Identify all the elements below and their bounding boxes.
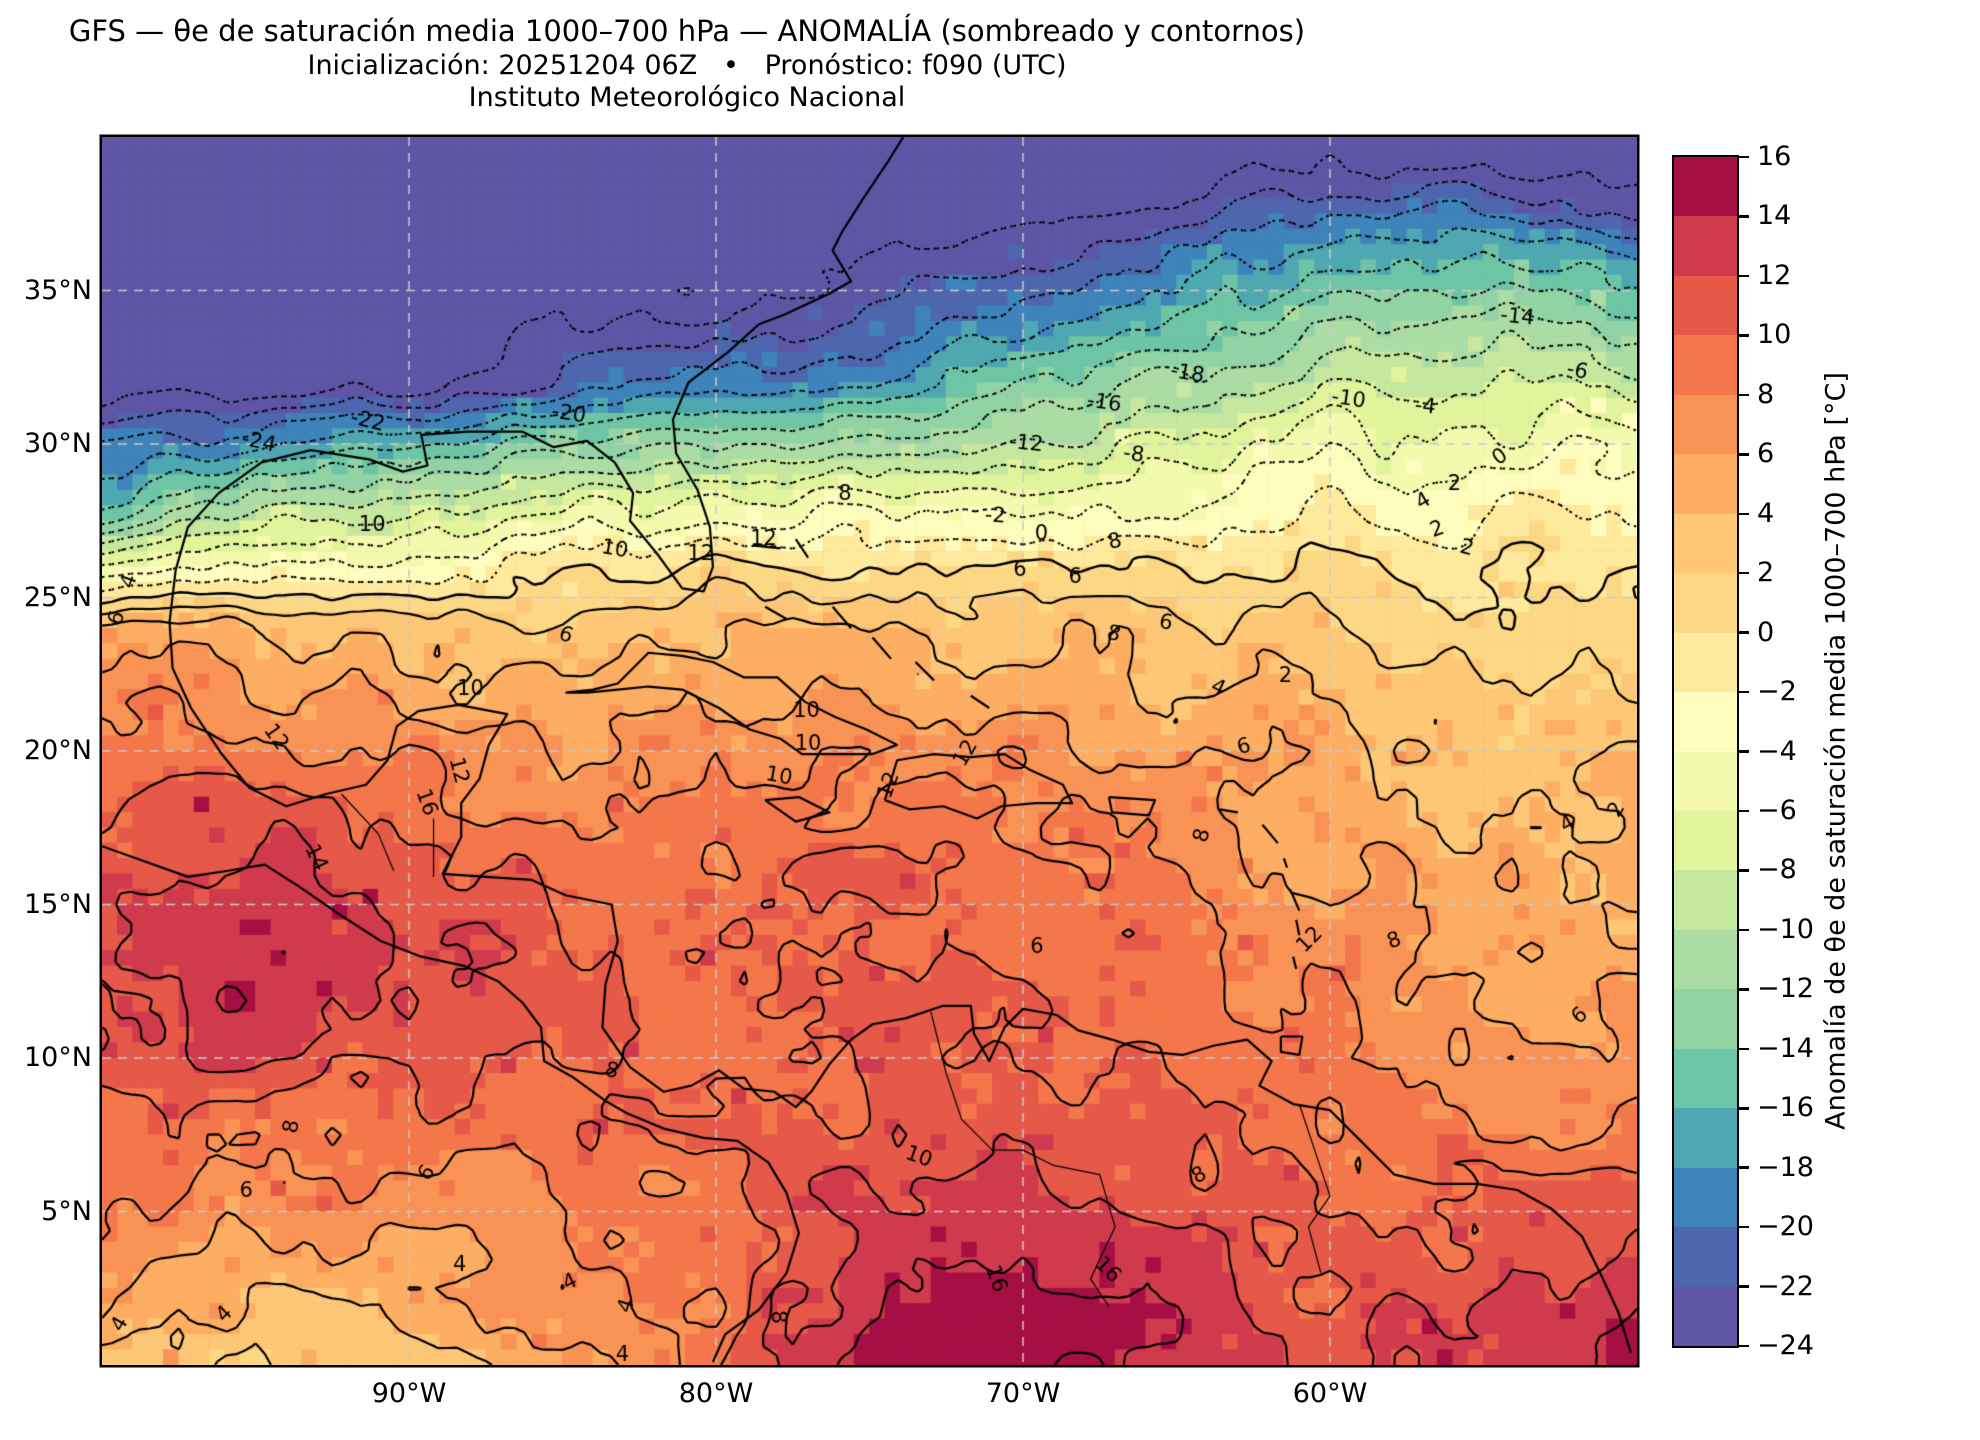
colorbar-tick-mark <box>1737 809 1749 813</box>
colorbar-tick-label--6: −6 <box>1757 794 1797 826</box>
colorbar-tick-mark <box>1737 988 1749 991</box>
colorbar-tick-mark <box>1737 274 1749 278</box>
map-plot-area <box>102 137 1637 1365</box>
colorbar-band-0-to-2 <box>1674 573 1737 633</box>
colorbar-tick-mark <box>1737 155 1749 159</box>
colorbar-tick-label--14: −14 <box>1757 1032 1814 1064</box>
colorbar-band-12-to-14 <box>1674 216 1737 276</box>
colorbar-tick-mark <box>1737 1225 1749 1229</box>
colorbar-tick-label--12: −12 <box>1757 973 1814 1005</box>
colorbar-tick-mark <box>1737 571 1749 575</box>
colorbar-band-10-to-12 <box>1674 275 1737 336</box>
y-tick-label-10: 10°N <box>23 1042 92 1073</box>
x-tick-label-60W: 60°W <box>1292 1378 1368 1409</box>
colorbar-band--8-to--6 <box>1674 810 1737 871</box>
colorbar-band-4-to-6 <box>1674 454 1737 514</box>
colorbar-tick-label--8: −8 <box>1757 854 1797 886</box>
colorbar-tick-mark <box>1737 1285 1749 1288</box>
colorbar-tick-mark <box>1737 453 1749 456</box>
map-canvas <box>102 137 1637 1365</box>
chart-subtitle-institute: Instituto Meteorológico Nacional <box>468 82 906 113</box>
y-tick-label-30: 30°N <box>23 428 92 459</box>
colorbar-band--14-to--12 <box>1674 989 1737 1049</box>
colorbar-tick-label--4: −4 <box>1757 735 1797 767</box>
colorbar-band--6-to--4 <box>1674 751 1737 811</box>
y-tick-label-15: 15°N <box>23 888 92 920</box>
x-tick-label-70W: 70°W <box>985 1378 1061 1409</box>
y-tick-label-5: 5°N <box>41 1195 92 1227</box>
colorbar-tick-mark <box>1737 215 1749 218</box>
colorbar <box>1674 157 1737 1346</box>
chart-title: GFS — θe de saturación media 1000–700 hP… <box>68 14 1306 48</box>
title-block: GFS — θe de saturación media 1000–700 hP… <box>0 13 1374 113</box>
colorbar-tick-label--16: −16 <box>1757 1092 1814 1124</box>
colorbar-tick-mark <box>1737 631 1749 634</box>
colorbar-tick-mark <box>1737 869 1749 872</box>
colorbar-band--10-to--8 <box>1674 870 1737 930</box>
colorbar-tick-label-14: 14 <box>1757 200 1792 232</box>
x-tick-label-80W: 80°W <box>678 1378 754 1409</box>
y-tick-label-20: 20°N <box>23 735 92 766</box>
colorbar-label: Anomalía de θe de saturación media 1000–… <box>1820 372 1852 1130</box>
colorbar-tick-label--10: −10 <box>1757 913 1814 945</box>
colorbar-band--16-to--14 <box>1674 1048 1737 1109</box>
colorbar-band--24-to--22 <box>1674 1286 1737 1346</box>
colorbar-tick-label--24: −24 <box>1757 1330 1814 1361</box>
colorbar-tick-label-16: 16 <box>1757 141 1792 172</box>
colorbar-tick-label--22: −22 <box>1757 1270 1814 1302</box>
colorbar-tick-label-2: 2 <box>1757 557 1775 589</box>
colorbar-tick-mark <box>1737 750 1749 753</box>
colorbar-tick-label-10: 10 <box>1757 319 1792 351</box>
colorbar-band--12-to--10 <box>1674 929 1737 990</box>
colorbar-tick-mark <box>1737 512 1749 515</box>
colorbar-band-6-to-8 <box>1674 394 1737 455</box>
colorbar-tick-mark <box>1737 1344 1749 1348</box>
colorbar-tick-label--2: −2 <box>1757 676 1797 708</box>
colorbar-tick-label-6: 6 <box>1757 438 1775 470</box>
colorbar-band-2-to-4 <box>1674 513 1737 574</box>
colorbar-tick-mark <box>1737 1166 1749 1169</box>
colorbar-band-8-to-10 <box>1674 335 1737 395</box>
colorbar-tick-label--18: −18 <box>1757 1151 1814 1183</box>
colorbar-band--4-to--2 <box>1674 692 1737 752</box>
colorbar-band--22-to--20 <box>1674 1227 1737 1287</box>
colorbar-tick-label-12: 12 <box>1757 259 1792 291</box>
chart-subtitle-init-forecast: Inicialización: 20251204 06Z • Pronóstic… <box>307 50 1067 81</box>
y-tick-label-25: 25°N <box>23 581 92 613</box>
colorbar-tick-mark <box>1737 690 1749 694</box>
colorbar-tick-label-8: 8 <box>1757 378 1775 410</box>
colorbar-tick-mark <box>1737 1047 1749 1051</box>
colorbar-tick-mark <box>1737 334 1749 337</box>
x-tick-label-90W: 90°W <box>371 1378 447 1409</box>
colorbar-band--18-to--16 <box>1674 1108 1737 1168</box>
colorbar-tick-label-0: 0 <box>1757 616 1775 648</box>
colorbar-tick-mark <box>1737 928 1749 932</box>
colorbar-band--20-to--18 <box>1674 1167 1737 1228</box>
colorbar-tick-label--20: −20 <box>1757 1211 1814 1243</box>
colorbar-band-14-to-16 <box>1674 157 1737 217</box>
colorbar-tick-label-4: 4 <box>1757 497 1775 529</box>
colorbar-tick-mark <box>1737 393 1749 397</box>
colorbar-band--2-to-0 <box>1674 632 1737 693</box>
colorbar-tick-mark <box>1737 1107 1749 1110</box>
y-tick-label-35: 35°N <box>23 274 92 306</box>
